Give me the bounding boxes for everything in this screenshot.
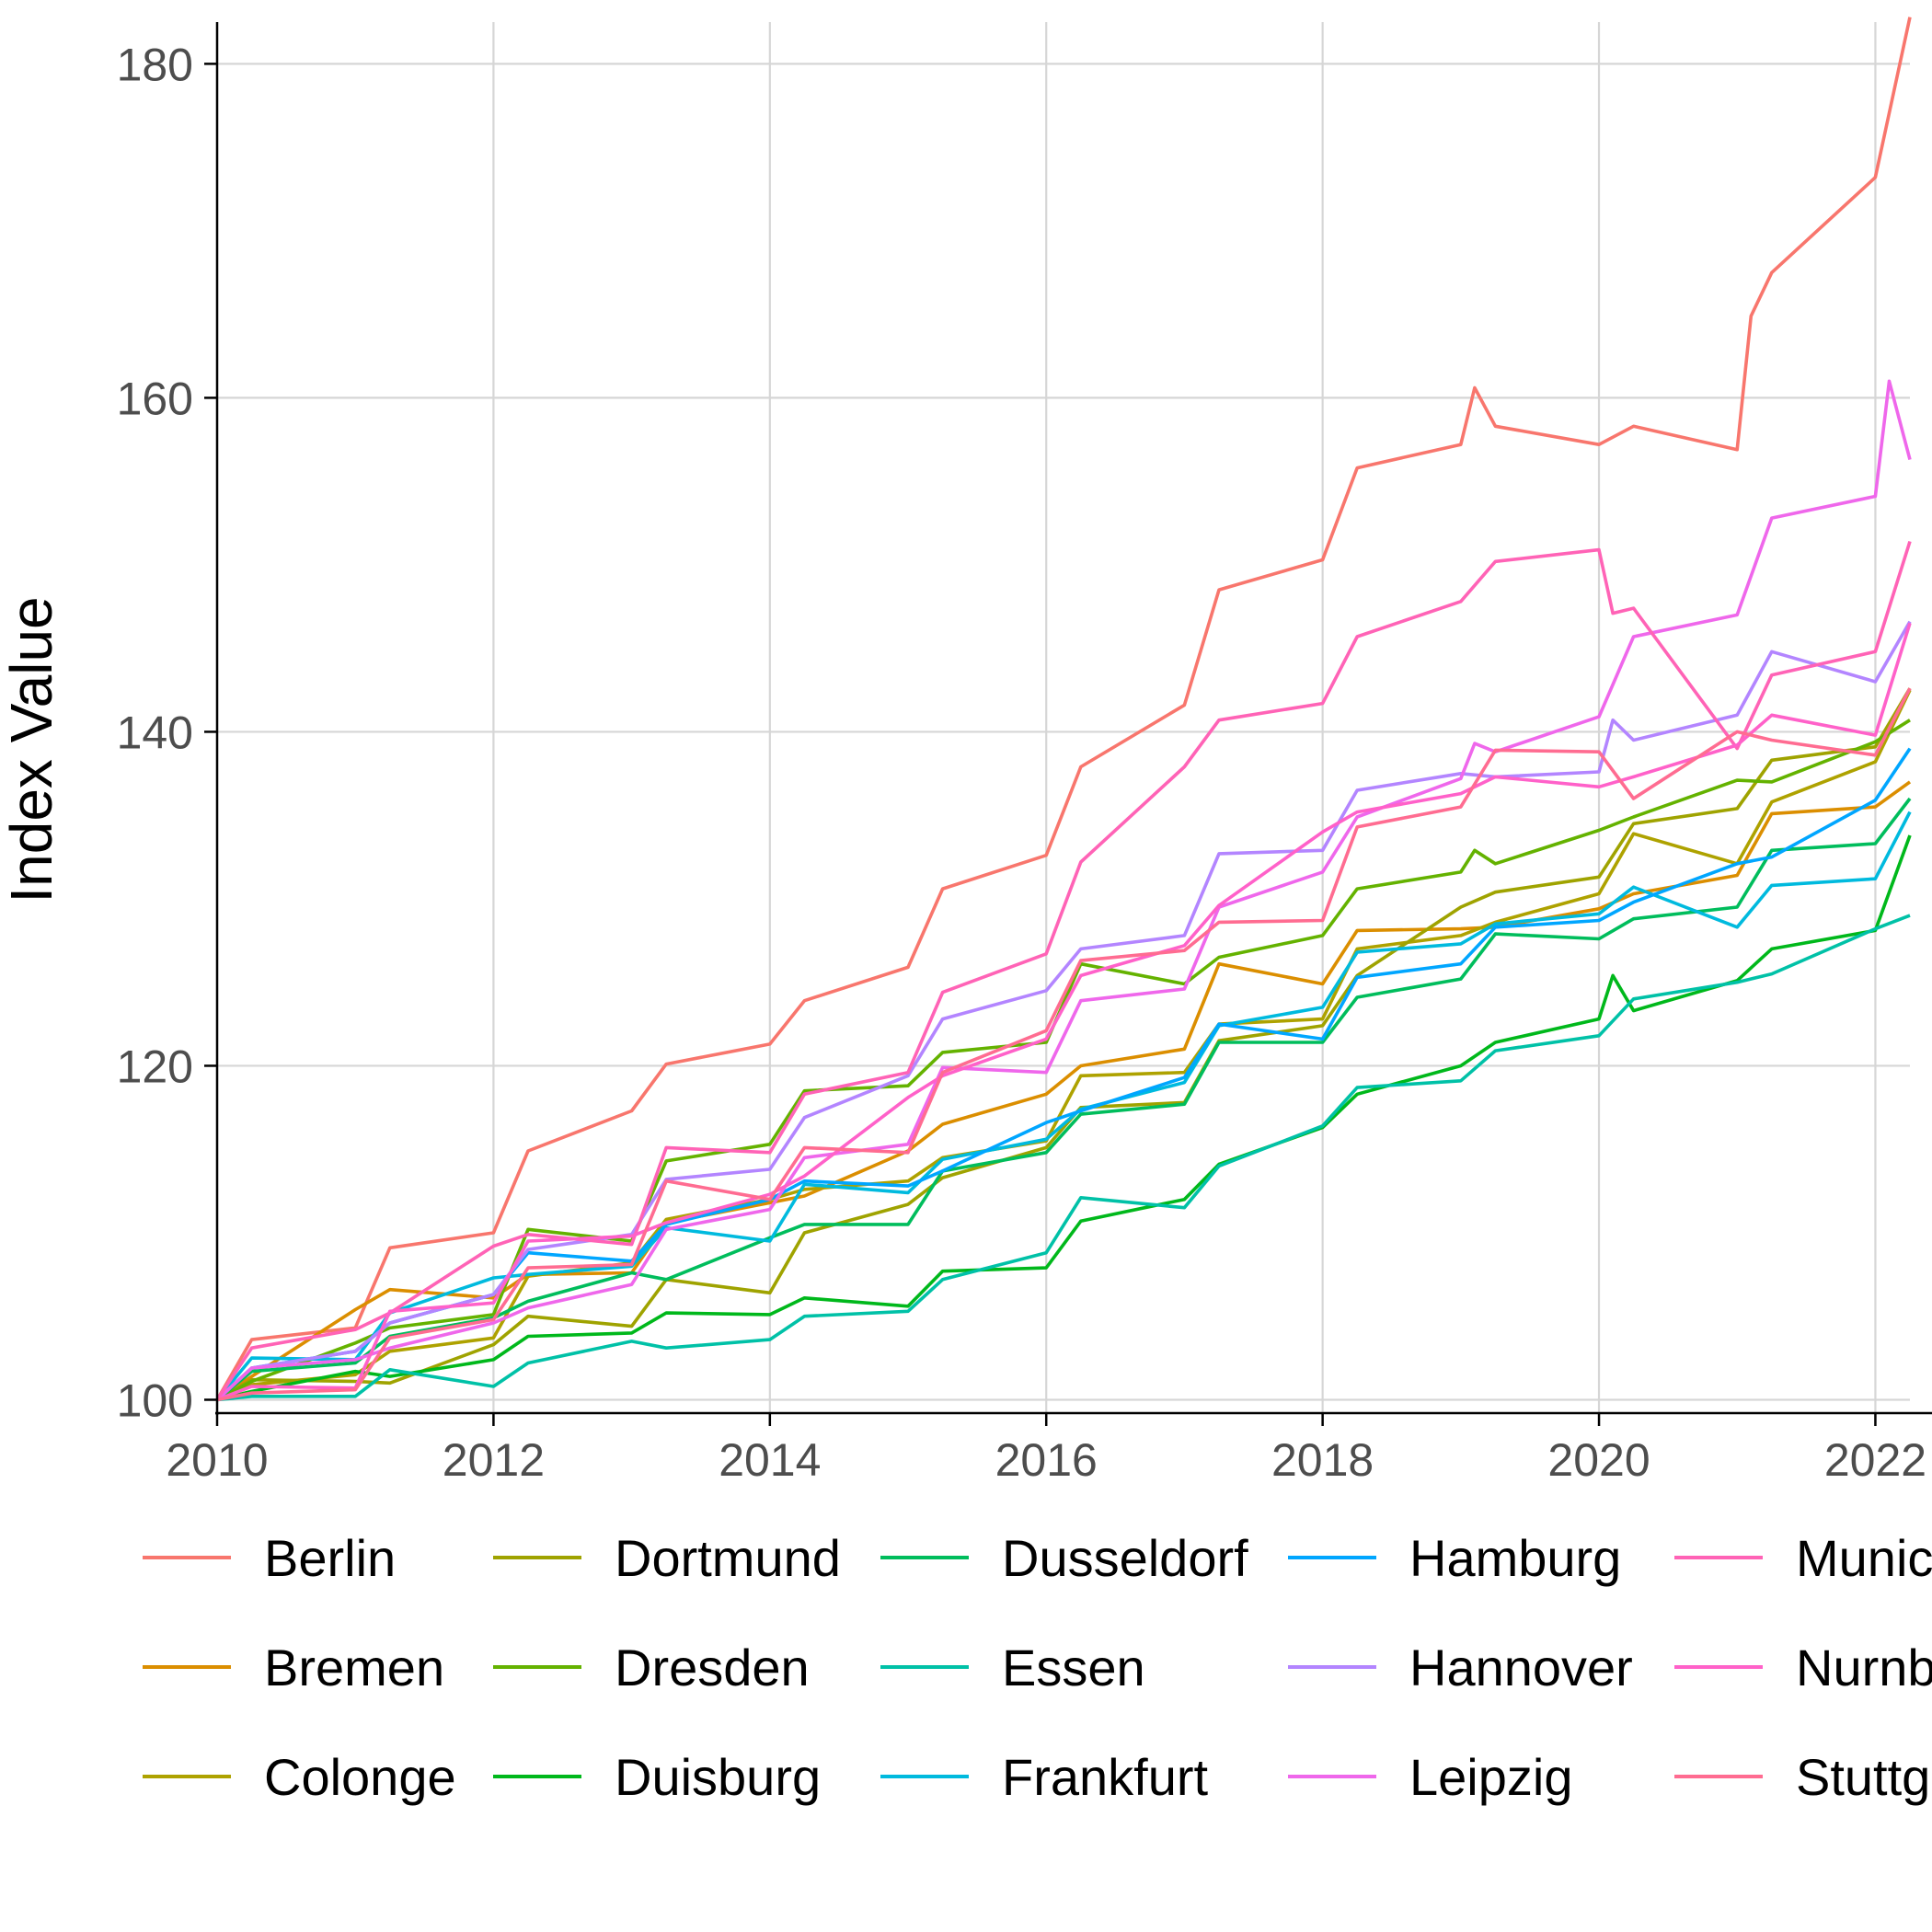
legend-label-bremen: Bremen	[264, 1639, 444, 1696]
legend-label-nurnberg: Nurnberg	[1796, 1639, 1932, 1696]
series-lines	[215, 17, 1912, 1402]
series-line-frankfurt	[215, 811, 1912, 1401]
series-line-nurnberg	[216, 622, 1912, 1402]
legend-label-munich: Munich	[1796, 1529, 1932, 1587]
x-tick-label: 2022	[1824, 1434, 1926, 1486]
y-tick-label: 140	[117, 707, 193, 758]
legend-label-duisburg: Duisburg	[615, 1748, 821, 1806]
series-line-munich	[215, 540, 1912, 1401]
legend-label-dresden: Dresden	[615, 1639, 810, 1696]
y-tick-label: 120	[117, 1041, 193, 1092]
series-line-duisburg	[216, 834, 1912, 1402]
series-line-dusseldorf	[215, 797, 1912, 1401]
legend-label-essen: Essen	[1002, 1639, 1145, 1696]
legend: Berlin Bremen Colonge Dortmund Dresden Duisbu…	[143, 1529, 1932, 1806]
legend-label-dusseldorf: Dusseldorf	[1002, 1529, 1248, 1587]
series-line-dortmund	[216, 687, 1912, 1402]
legend-label-hamburg: Hamburg	[1409, 1529, 1621, 1587]
x-tick-label: 2020	[1547, 1434, 1650, 1486]
legend-label-berlin: Berlin	[264, 1529, 396, 1587]
tick-labels: 100 120 140 160 180 2010 2012 2014 2016 2018 2020 2…	[117, 39, 1927, 1486]
x-tick-label: 2010	[166, 1434, 268, 1486]
series-line-berlin	[215, 17, 1912, 1401]
x-tick-label: 2016	[995, 1434, 1098, 1486]
y-tick-label: 100	[117, 1374, 193, 1426]
legend-label-colonge: Colonge	[264, 1748, 456, 1806]
series-line-bremen	[215, 780, 1912, 1401]
legend-label-stuttgart: Stuttgart	[1796, 1748, 1932, 1806]
legend-label-frankfurt: Frankfurt	[1002, 1748, 1208, 1806]
x-tick-label: 2018	[1271, 1434, 1374, 1486]
y-tick-label: 180	[117, 39, 193, 90]
y-tick-label: 160	[117, 373, 193, 424]
series-line-colonge	[216, 689, 1912, 1402]
gridlines	[215, 22, 1910, 1413]
x-tick-label: 2012	[443, 1434, 545, 1486]
legend-label-leipzig: Leipzig	[1409, 1748, 1572, 1806]
legend-label-dortmund: Dortmund	[615, 1529, 841, 1587]
series-line-stuttgart	[216, 687, 1912, 1402]
x-tick-label: 2014	[719, 1434, 821, 1486]
series-line-essen	[216, 914, 1911, 1402]
y-axis-title: Index Value	[0, 596, 64, 903]
legend-label-hannover: Hannover	[1409, 1639, 1633, 1696]
series-line-leipzig	[215, 379, 1912, 1401]
axes	[215, 22, 1932, 1415]
